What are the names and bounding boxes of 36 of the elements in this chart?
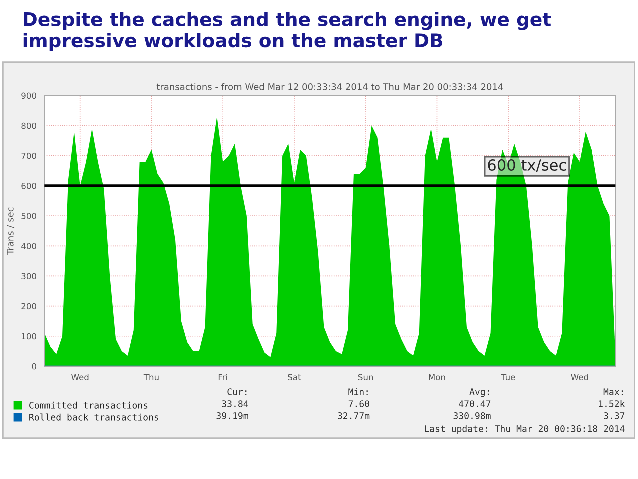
text: 33.84: [222, 400, 248, 408]
text: Min:: [348, 388, 368, 396]
text: 3.37: [604, 412, 625, 420]
text: 1.52k: [599, 400, 626, 408]
legend-label: Committed transactions: [30, 402, 148, 409]
y-axis-title: Trans / sec: [7, 208, 15, 256]
x-tick-label: Thu: [144, 374, 159, 381]
y-tick-label: 800: [22, 122, 36, 130]
text: 470.47: [459, 400, 491, 408]
y-tick-label: 500: [22, 213, 36, 220]
text: Cur:: [228, 388, 247, 396]
y-tick-label: 100: [22, 333, 36, 340]
text: 330.98m: [454, 412, 491, 420]
text: 39.19m: [216, 412, 248, 420]
chart-subtitle: transactions - from Wed Mar 12 00:33:34 2014 to Thu Mar 20 00:33:34 2014: [156, 83, 504, 90]
y-tick-label: 200: [22, 303, 36, 310]
y-tick-label: 900: [22, 92, 36, 100]
x-tick-label: Sun: [358, 374, 374, 381]
text: Avg:: [470, 388, 490, 398]
y-tick-label: 300: [22, 273, 36, 280]
y-tick-label: 400: [22, 243, 36, 250]
x-tick-label: Sat: [288, 374, 302, 381]
x-tick-label: Tue: [501, 374, 516, 381]
chart-title: Despite the caches and the search engine, we get impressive workloads on the master DB: [24, 12, 552, 52]
y-tick-label: 700: [22, 152, 36, 160]
text: 7.60: [348, 400, 370, 408]
x-tick-label: Fri: [218, 374, 228, 380]
y-tick-label: 0: [32, 363, 36, 370]
x-tick-label: Wed: [571, 374, 588, 381]
x-tick-label: Wed: [72, 374, 89, 381]
text: 32.77m: [338, 412, 370, 420]
text: Max:: [604, 388, 624, 396]
x-tick-label: Mon: [429, 374, 446, 381]
text: Last update: Thu Mar 20 00:36:18 2014: [425, 425, 625, 434]
legend-label: Rolled back transactions: [30, 414, 158, 421]
y-tick-label: 600: [22, 182, 36, 190]
